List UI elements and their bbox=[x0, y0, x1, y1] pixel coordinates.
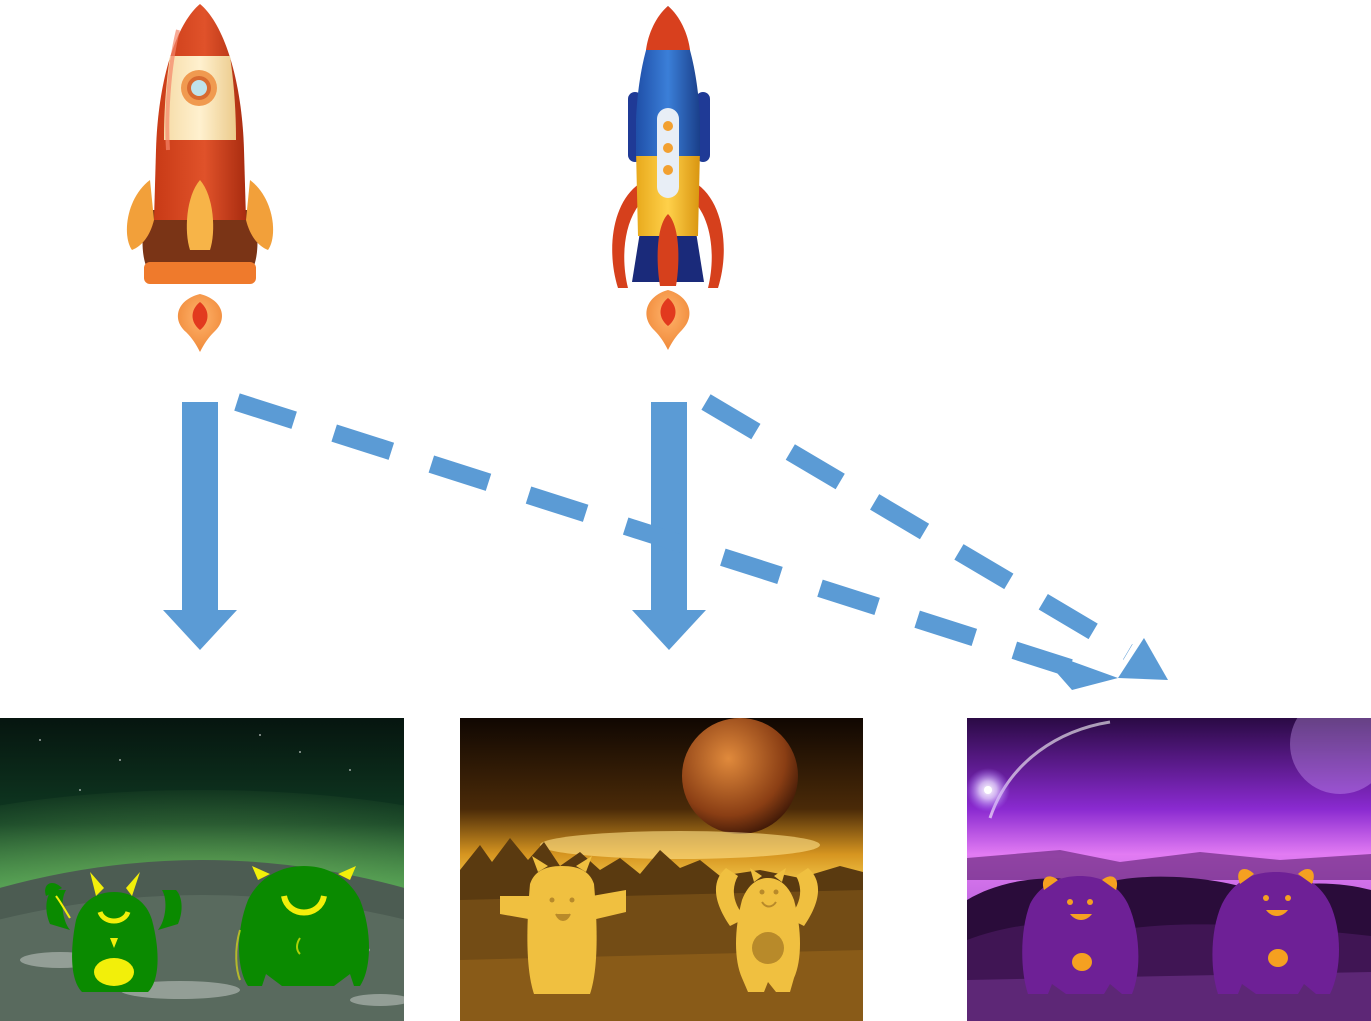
planet-scene-gold bbox=[460, 718, 863, 1021]
solid-arrow-b bbox=[632, 402, 706, 650]
planet-scene-purple bbox=[967, 718, 1371, 1021]
dashed-arrow-a bbox=[234, 393, 1118, 690]
rocket-red-icon bbox=[126, 4, 274, 352]
planet-scene-green bbox=[0, 718, 404, 1021]
dashed-arrow-b bbox=[701, 394, 1168, 680]
green-cyclops-monster-icon bbox=[235, 866, 369, 986]
purple-monster-icon bbox=[1212, 869, 1339, 994]
rocket-blue-icon bbox=[612, 6, 724, 350]
yellow-waving-creature-icon bbox=[715, 868, 819, 992]
yellow-horned-creature-icon bbox=[500, 856, 626, 994]
purple-monster-icon bbox=[1022, 876, 1139, 994]
solid-arrow-a bbox=[163, 402, 237, 650]
green-horned-monster-icon bbox=[45, 872, 182, 992]
